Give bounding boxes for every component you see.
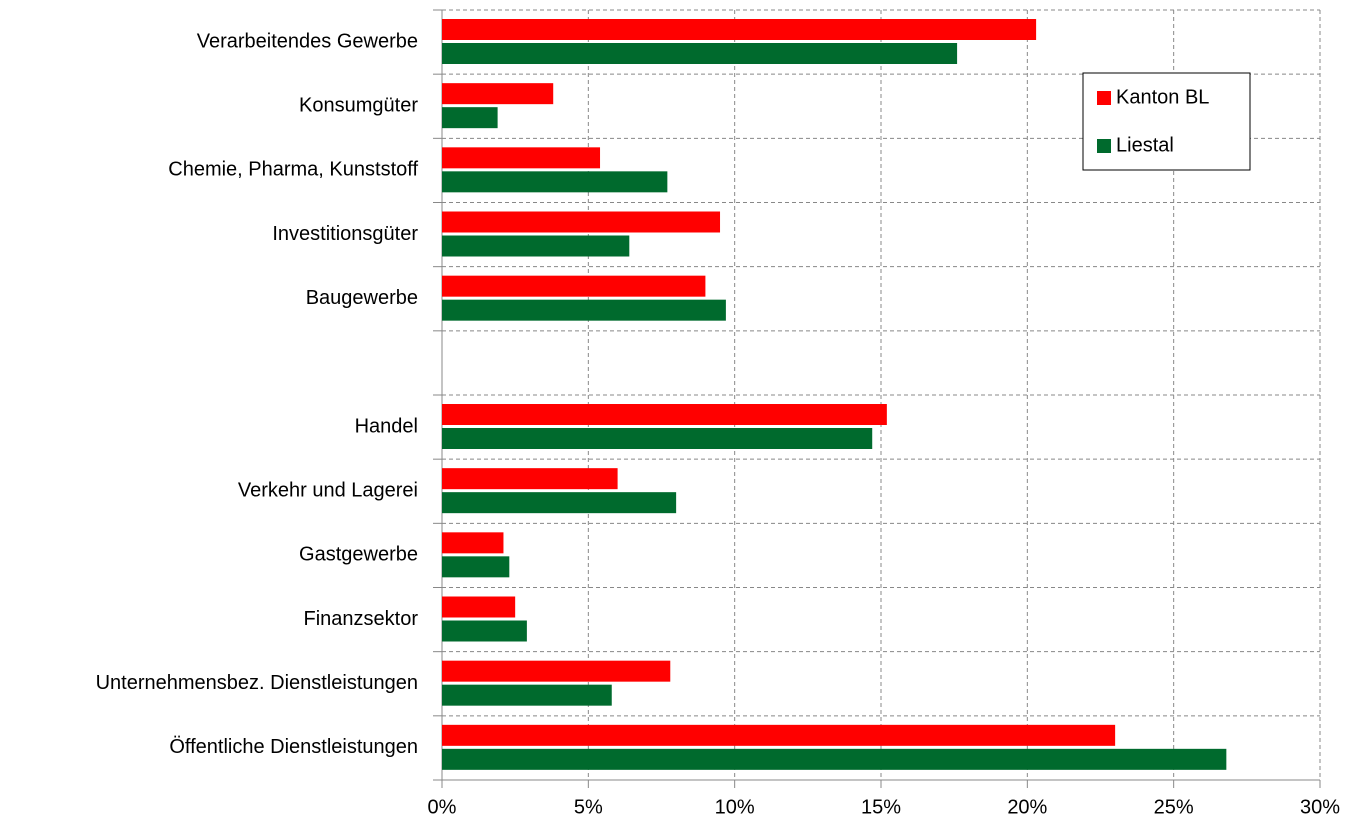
bar (442, 556, 510, 578)
bar (442, 299, 726, 321)
bar (442, 19, 1037, 40)
y-tick-label: Öffentliche Dienstleistungen (169, 736, 418, 758)
x-tick-label: 10% (715, 796, 755, 818)
x-tick-label: 30% (1300, 796, 1340, 818)
y-tick-label: Handel (355, 415, 418, 437)
x-tick-label: 25% (1154, 796, 1194, 818)
y-tick-label: Verkehr und Lagerei (238, 480, 418, 502)
y-tick-label: Chemie, Pharma, Kunststoff (168, 159, 418, 181)
y-tick-label: Unternehmensbez. Dienstleistungen (96, 672, 418, 694)
legend: Kanton BL Liestal (1082, 72, 1251, 171)
x-tick-label: 15% (861, 796, 901, 818)
bar (442, 660, 671, 682)
bar (442, 171, 668, 193)
bar (442, 724, 1116, 746)
bar (442, 620, 527, 642)
bar (442, 532, 504, 554)
bar (442, 492, 677, 514)
bar (442, 275, 706, 297)
bar (442, 235, 630, 257)
bar (442, 211, 721, 233)
x-tick-label: 0% (428, 796, 457, 818)
y-tick-label: Investitionsgüter (272, 223, 418, 245)
legend-box (1082, 72, 1251, 171)
bar (442, 468, 618, 490)
y-tick-label: Baugewerbe (306, 287, 418, 309)
bar (442, 83, 554, 105)
legend-swatch (1097, 139, 1111, 153)
bar (442, 428, 873, 449)
y-tick-label: Gastgewerbe (299, 544, 418, 566)
legend-label: Kanton BL (1116, 86, 1209, 108)
y-tick-label: Konsumgüter (299, 95, 418, 117)
y-tick-label: Verarbeitendes Gewerbe (197, 30, 418, 52)
y-tick-label: Finanzsektor (304, 608, 419, 630)
x-tick-label: 5% (574, 796, 603, 818)
legend-label: Liestal (1116, 134, 1174, 156)
bar (442, 147, 601, 169)
bar (442, 684, 612, 706)
bar (442, 596, 516, 618)
bar (442, 404, 887, 425)
bar (442, 43, 958, 64)
bar (442, 107, 498, 129)
legend-swatch (1097, 91, 1111, 105)
x-tick-label: 20% (1007, 796, 1047, 818)
bar (442, 748, 1227, 770)
